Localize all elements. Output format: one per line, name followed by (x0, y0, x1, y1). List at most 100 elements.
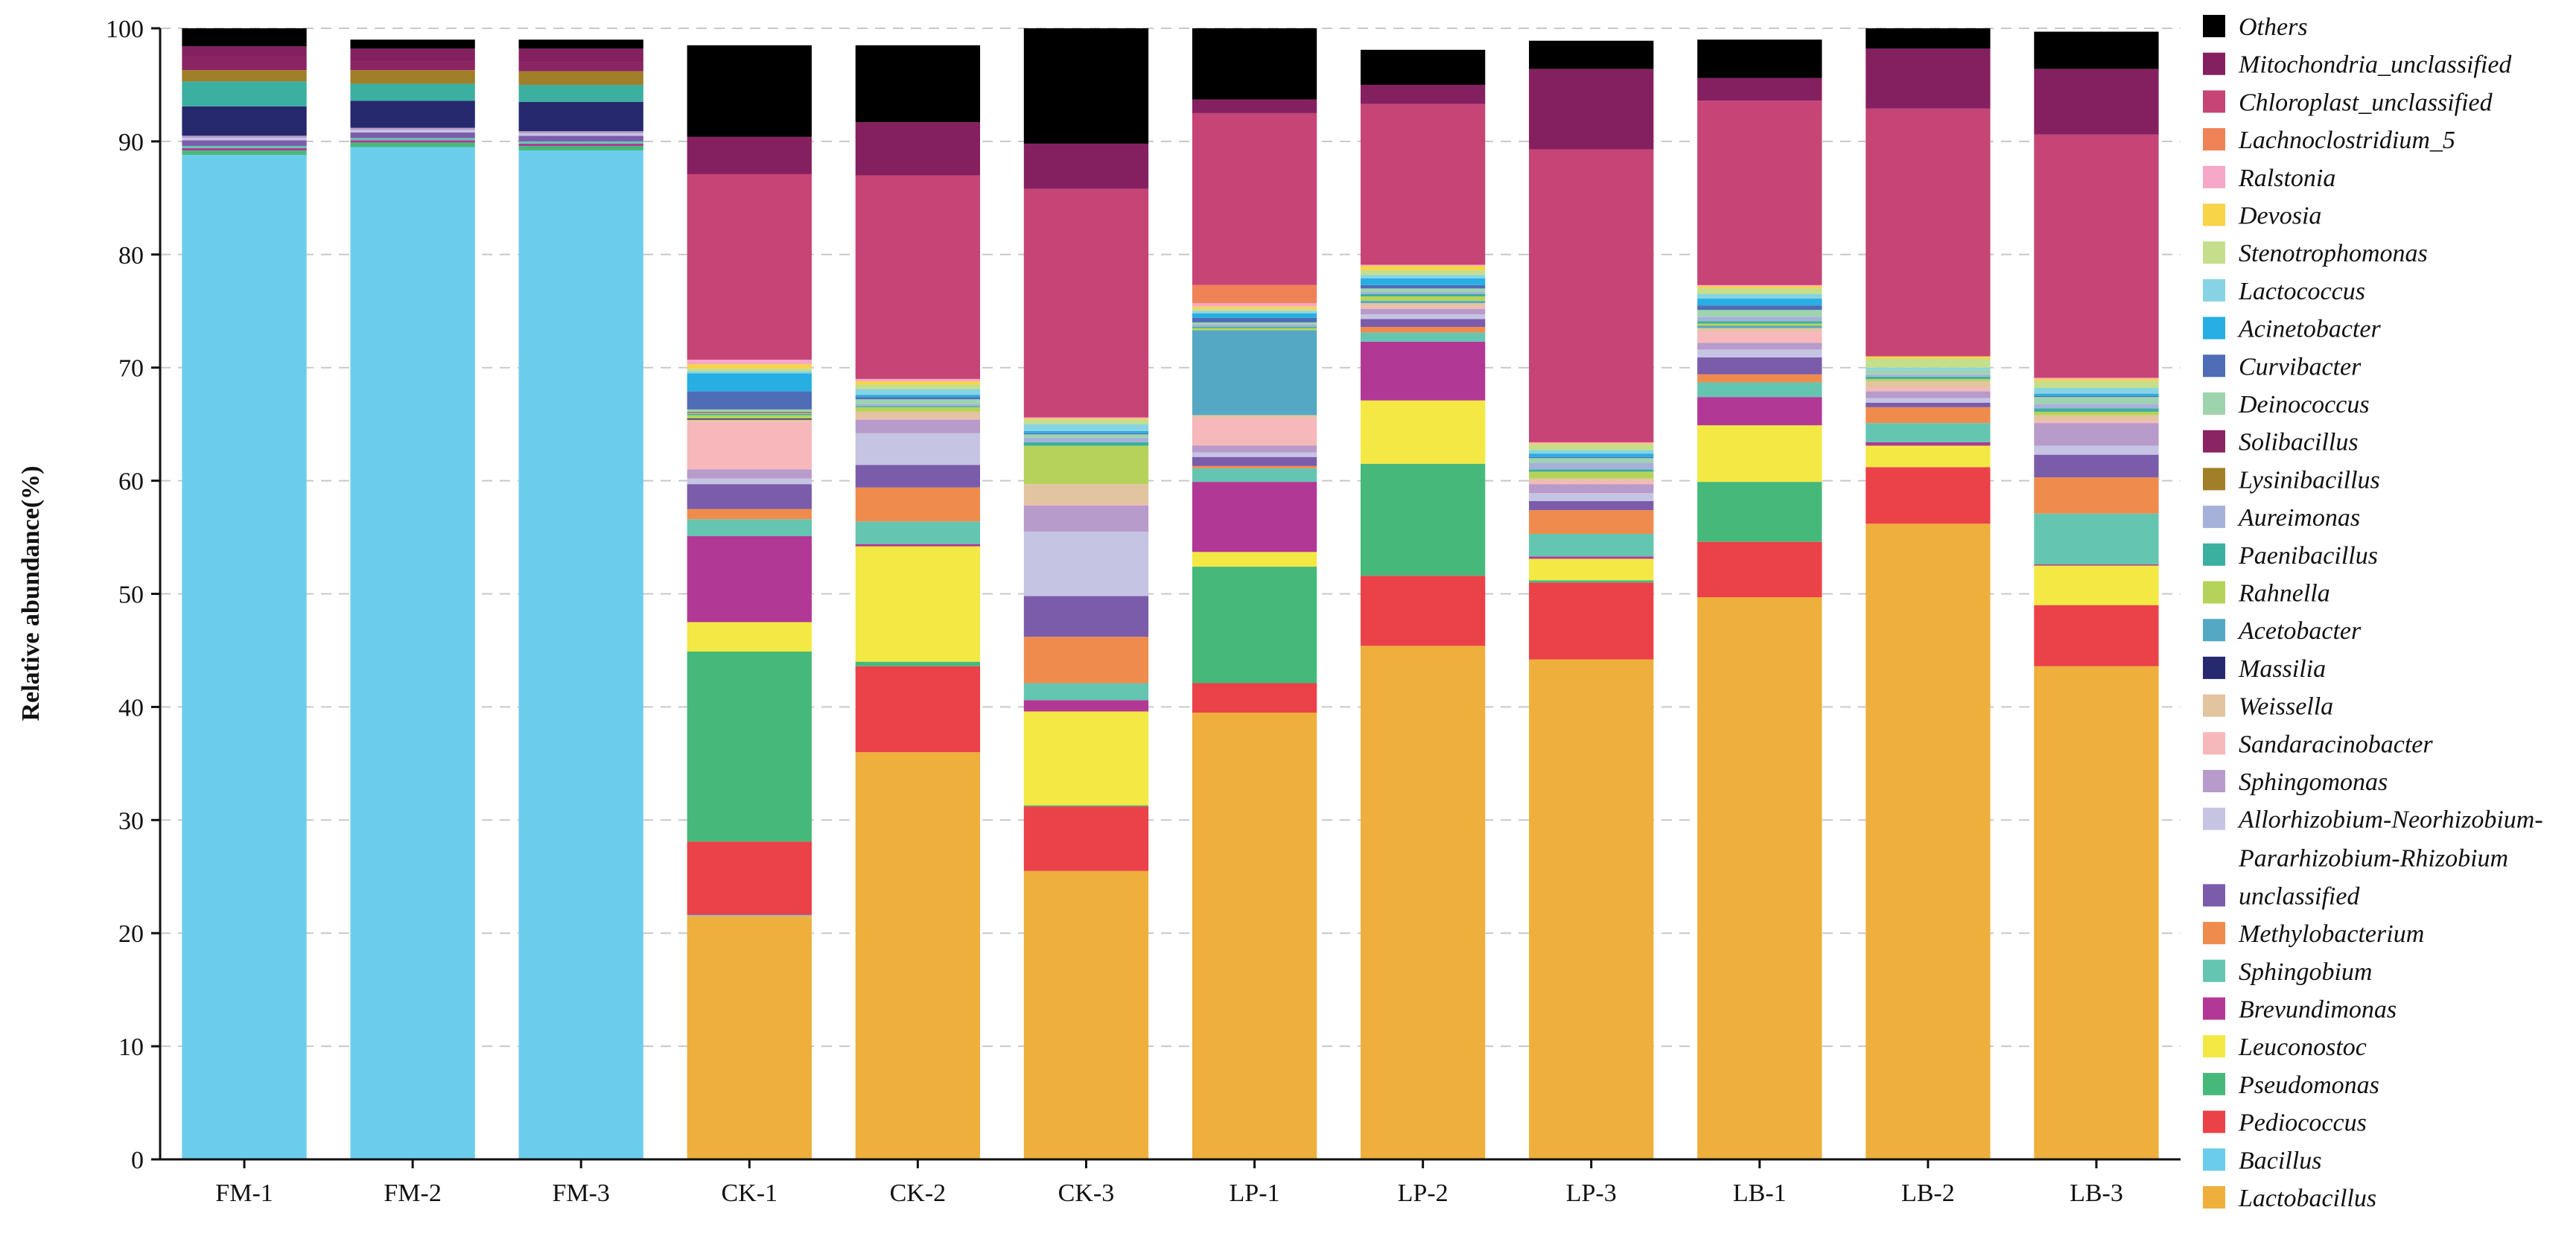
bar-segment (1697, 305, 1822, 311)
bar-segment (687, 841, 812, 915)
legend-label: Rahnella (2238, 580, 2330, 608)
legend-item: Stenotrophomonas (2203, 240, 2428, 267)
bar-segment (1529, 480, 1654, 485)
x-tick-label: CK-2 (890, 1179, 947, 1207)
legend-label: Sandaracinobacter (2239, 730, 2433, 758)
bar-stack (855, 45, 981, 1159)
bar-segment (687, 415, 812, 419)
x-tick-label: FM-1 (215, 1179, 273, 1207)
bar-segment (1697, 425, 1822, 483)
legend-item: Pseudomonas (2203, 1072, 2379, 1099)
bar-segment (1192, 552, 1317, 567)
bar-segment (518, 131, 643, 134)
bar-segment (1192, 324, 1317, 328)
y-tick-label: 100 (106, 16, 144, 43)
bar-segment (687, 373, 812, 392)
legend-label: Bacillus (2239, 1147, 2321, 1174)
legend-item: Rahnella (2203, 580, 2330, 608)
legend-label: Lachnoclostridium_5 (2238, 127, 2455, 154)
legend-swatch (2203, 959, 2225, 982)
legend-swatch (2203, 15, 2225, 37)
legend-item: Chloroplast_unclassified (2203, 89, 2493, 116)
bar-segment (1023, 28, 1149, 144)
bar-segment (2034, 415, 2159, 421)
x-tick-label: FM-3 (552, 1179, 609, 1207)
bar-segment (1529, 478, 1654, 481)
bar-segment (855, 521, 981, 544)
bar-segment (855, 487, 981, 522)
y-tick-label: 30 (118, 807, 144, 835)
legend-swatch (2203, 52, 2225, 75)
bar-segment (1529, 533, 1654, 557)
legend-item: Solibacillus (2203, 429, 2359, 456)
legend-item: Ralstonia (2203, 165, 2335, 192)
bar-segment (1192, 311, 1317, 313)
bar-segment (1866, 445, 1991, 468)
bar-segment (1866, 402, 1991, 407)
legend-item: Mitochondria_unclassified (2203, 51, 2512, 79)
bar-segment (1866, 398, 1991, 403)
bar-segment (1192, 456, 1317, 466)
legend-item: Lactobacillus (2203, 1185, 2376, 1212)
legend-swatch (2203, 1072, 2225, 1095)
legend-swatch (2203, 619, 2225, 642)
legend-label: Curvibacter (2239, 353, 2362, 380)
bar-segment (1023, 424, 1149, 431)
bar-segment (855, 752, 981, 1159)
bar-segment (1697, 293, 1822, 299)
legend-swatch (2203, 770, 2225, 792)
legend-label: Sphingobium (2239, 958, 2372, 986)
bar-segment (1360, 84, 1486, 104)
bar-segment (182, 140, 307, 146)
bar-segment (1529, 453, 1654, 457)
bar-segment (1529, 510, 1654, 534)
legend-label: Solibacillus (2239, 429, 2359, 456)
bar-segment (518, 150, 643, 1159)
legend-label: Leuconostoc (2238, 1034, 2367, 1061)
bar-segment (855, 384, 981, 389)
bar-segment (1866, 48, 1991, 109)
bar-segment (1697, 482, 1822, 542)
gridlines (160, 28, 2181, 1048)
bar-segment (1023, 442, 1149, 446)
legend-item: Brevundimonas (2203, 996, 2397, 1024)
bar-segment (1697, 325, 1822, 328)
bar-segment (182, 145, 307, 149)
bar-segment (1697, 328, 1822, 332)
legend-swatch (2203, 543, 2225, 566)
bar-segment (182, 155, 307, 1159)
bar-segment (1529, 443, 1654, 445)
bar-segment (1023, 806, 1149, 871)
legend-label: Others (2239, 13, 2308, 41)
x-tick-label: LB-1 (1733, 1179, 1787, 1207)
bar-segment (1360, 306, 1486, 309)
bar-segment (1360, 291, 1486, 294)
bar-segment (182, 148, 307, 151)
bar-segment (687, 469, 812, 479)
bar-segment (687, 478, 812, 485)
bar-segment (1697, 382, 1822, 398)
legend-item: Pediococcus (2203, 1109, 2367, 1137)
legend: Others Mitochondria_unclassified Chloropla… (2203, 13, 2543, 1212)
legend-item: Weissella (2203, 693, 2333, 721)
bar-segment (350, 138, 475, 141)
legend-label: Acetobacter (2237, 617, 2362, 645)
bar-segment (182, 138, 307, 141)
legend-swatch (2203, 656, 2225, 679)
bar-segment (2034, 404, 2159, 409)
bar-segment (1360, 270, 1486, 276)
bar-segment (1023, 484, 1149, 505)
legend-label: Chloroplast_unclassified (2239, 89, 2493, 116)
x-tick-label: LP-2 (1398, 1179, 1448, 1207)
bar-segment (1697, 541, 1822, 598)
bar-segment (687, 411, 812, 413)
bar-segment (1866, 374, 1991, 377)
bar-segment (1529, 484, 1654, 494)
bar-segment (1529, 40, 1654, 69)
bar-segment (518, 84, 643, 102)
legend-label: Lactococcus (2238, 278, 2365, 305)
bar-segment (2034, 380, 2159, 389)
bar-segment (1697, 316, 1822, 322)
bar-segment (1192, 468, 1317, 483)
bar-segment (1529, 442, 1654, 444)
